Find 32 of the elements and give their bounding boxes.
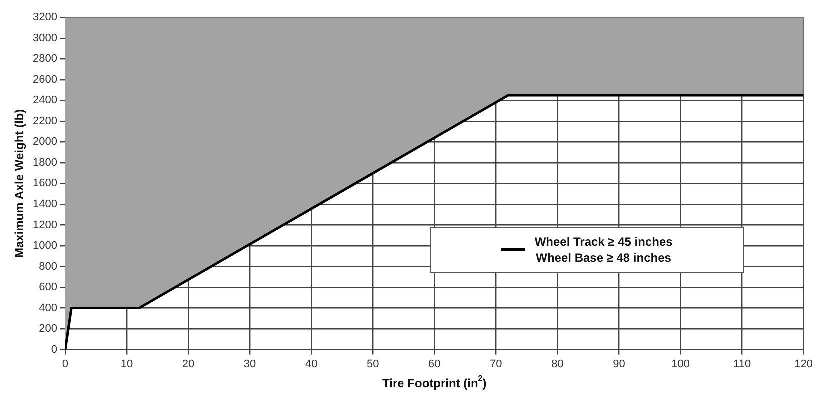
x-tick-label: 60 <box>428 358 441 370</box>
x-tick-label: 120 <box>794 358 814 370</box>
x-tick-label: 40 <box>305 358 318 370</box>
y-tick-label: 2200 <box>32 115 58 128</box>
x-tick-label: 80 <box>552 358 564 370</box>
x-tick-label: 70 <box>490 358 502 370</box>
y-tick-label: 2600 <box>32 74 58 86</box>
y-tick-label: 2800 <box>32 53 58 66</box>
y-tick-label: 2000 <box>32 136 58 148</box>
y-tick-label: 3200 <box>32 12 58 24</box>
x-tick-label: 20 <box>182 358 195 370</box>
y-tick-label: 1800 <box>32 156 58 169</box>
y-tick-label: 600 <box>39 282 58 294</box>
y-tick-label: 2400 <box>32 94 58 107</box>
legend-label: Wheel Track ≥ 45 inches Wheel Base ≥ 48 inches <box>534 234 673 266</box>
y-tick-label: 0 <box>51 344 58 356</box>
y-tick-label: 200 <box>39 323 58 336</box>
x-tick-label: 100 <box>672 358 690 370</box>
x-tick-label: 10 <box>120 358 134 370</box>
x-tick-label: 0 <box>62 358 69 370</box>
x-tick-label: 50 <box>366 358 380 370</box>
y-tick-label: 400 <box>39 302 58 314</box>
y-axis-title: Maximum Axle Weight (lb) <box>12 109 26 258</box>
y-tick-label: 1400 <box>32 198 58 210</box>
x-tick-label: 30 <box>244 358 256 370</box>
y-tick-label: 3000 <box>32 32 58 44</box>
y-tick-label: 1000 <box>32 240 58 252</box>
y-tick-label: 1200 <box>32 219 58 232</box>
y-tick-label: 1600 <box>32 178 58 190</box>
x-tick-label: 90 <box>613 358 626 370</box>
x-tick-label: 110 <box>734 358 752 370</box>
y-tick-label: 800 <box>39 260 58 273</box>
